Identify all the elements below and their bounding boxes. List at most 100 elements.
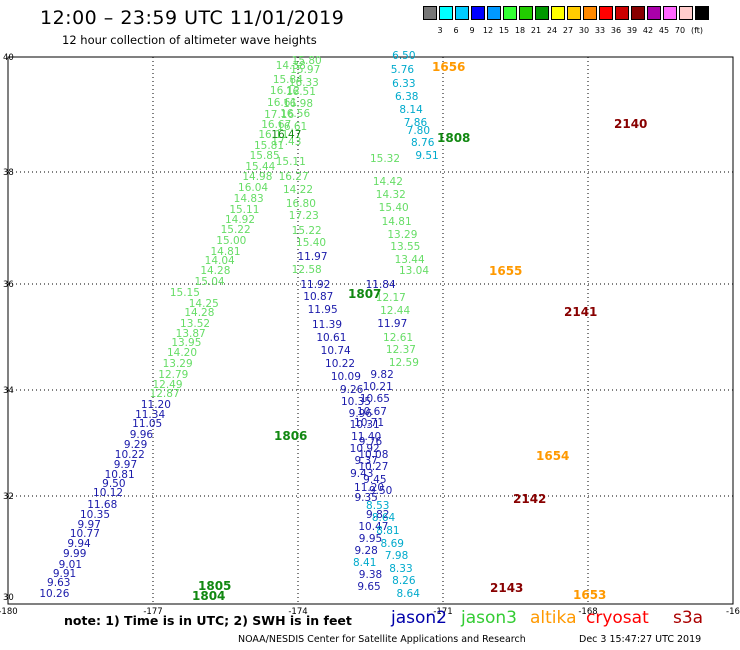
pass-time-label: 1805 <box>198 579 231 593</box>
wave-height-label: 11.84 <box>366 279 396 291</box>
wave-height-label: 12.37 <box>386 344 416 356</box>
wave-height-label: 12.61 <box>383 332 413 344</box>
wave-height-label: 16.98 <box>283 98 313 110</box>
wave-height-label: 8.69 <box>381 538 404 550</box>
pass-time-label: 1655 <box>489 264 522 278</box>
wave-height-label: 11.97 <box>297 251 327 263</box>
wave-height-label: 10.74 <box>321 345 351 357</box>
scale-swatch <box>503 6 517 20</box>
wave-height-label: 14.38 <box>276 60 306 72</box>
wave-height-label: 7.86 <box>404 117 428 129</box>
wave-height-label: 9.38 <box>359 569 382 581</box>
wave-height-label: 10.35 <box>341 396 371 408</box>
wave-height-label: 10.12 <box>93 487 123 499</box>
pass-time-label: 1806 <box>274 429 307 443</box>
scale-swatch <box>647 6 661 20</box>
wave-height-label: 15.80 <box>292 55 322 67</box>
scale-swatch <box>471 6 485 20</box>
wave-height-label: 13.87 <box>176 328 206 340</box>
wave-height-label: 14.81 <box>382 216 412 228</box>
wave-height-label: 16.27 <box>279 171 309 183</box>
pass-time-label: 2143 <box>490 581 523 595</box>
wave-height-label: 17.23 <box>289 210 319 222</box>
y-tick-label: 36 <box>3 280 14 290</box>
scale-label: 36 <box>610 26 622 35</box>
wave-height-label: 9.28 <box>354 545 377 557</box>
scale-label: 27 <box>562 26 574 35</box>
wave-height-label: 9.97 <box>78 519 101 531</box>
wave-height-label: 9.82 <box>370 369 393 381</box>
pass-time-label: 1804 <box>192 589 225 603</box>
map-frame <box>7 56 734 605</box>
scale-swatch <box>423 6 437 20</box>
scale-swatch <box>583 6 597 20</box>
wave-height-label: 9.51 <box>415 150 438 162</box>
wave-height-label: 17.16 <box>264 109 294 121</box>
scale-label: 30 <box>578 26 590 35</box>
wave-height-label: 10.26 <box>39 588 69 600</box>
footer-timestamp: Dec 3 15:47:27 UTC 2019 <box>579 634 702 645</box>
wave-height-label: 15.81 <box>254 140 284 152</box>
wave-height-label: 14.42 <box>373 176 403 188</box>
wave-height-label: 11.34 <box>135 409 165 421</box>
wave-height-label: 7.80 <box>407 125 430 137</box>
wave-height-label: 11.95 <box>308 304 338 316</box>
wave-height-label: 14.92 <box>225 214 255 226</box>
scale-label: 70 <box>674 26 686 35</box>
wave-height-label: 9.94 <box>67 538 91 550</box>
wave-height-label: 9.95 <box>359 533 382 545</box>
wave-height-label: 9.01 <box>59 559 82 571</box>
wave-height-label: 9.82 <box>366 509 389 521</box>
wave-height-label: 9.29 <box>124 439 147 451</box>
scale-swatch <box>631 6 645 20</box>
wave-height-label: 13.52 <box>180 318 210 330</box>
wave-height-label: 8.81 <box>376 525 399 537</box>
wave-height-label: 16.56 <box>280 108 310 120</box>
footer-credit: NOAA/NESDIS Center for Satellite Applica… <box>238 634 526 645</box>
wave-height-label: 8.64 <box>397 588 421 600</box>
wave-height-label: 11.92 <box>300 279 330 291</box>
wave-height-label: 14.28 <box>200 265 230 277</box>
scale-label: 39 <box>626 26 638 35</box>
wave-height-label: 15.84 <box>273 74 303 86</box>
x-tick-label: -177 <box>143 607 162 617</box>
pass-time-label: 2141 <box>564 305 597 319</box>
wave-height-label: 15.44 <box>245 161 275 173</box>
scale-swatch <box>663 6 677 20</box>
wave-height-label: 14.20 <box>167 347 197 359</box>
scale-label: 45 <box>658 26 670 35</box>
wave-height-label: 10.22 <box>115 449 145 461</box>
wave-height-label: 9.63 <box>47 577 70 589</box>
wave-height-label: 16.47 <box>271 129 301 141</box>
pass-time-label: 2142 <box>513 492 546 506</box>
pass-time-label: 2140 <box>614 117 647 131</box>
scale-swatch <box>455 6 469 20</box>
scale-label: 18 <box>514 26 526 35</box>
wave-height-label: 10.77 <box>70 528 100 540</box>
wave-height-label: 8.76 <box>411 137 435 149</box>
wave-height-label: 6.38 <box>395 91 418 103</box>
y-tick-label: 38 <box>3 168 14 178</box>
scale-swatch <box>519 6 533 20</box>
scale-swatch <box>567 6 581 20</box>
wave-height-label: 15.40 <box>296 237 326 249</box>
wave-height-label: 16.33 <box>289 77 319 89</box>
wave-height-label: 15.85 <box>250 150 280 162</box>
wave-height-label: 14.22 <box>283 184 313 196</box>
wave-height-label: 15.97 <box>290 64 320 76</box>
scale-label: 42 <box>642 26 654 35</box>
wave-height-label: 12.58 <box>292 264 322 276</box>
scale-label: 21 <box>530 26 542 35</box>
wave-height-label: 10.87 <box>303 291 333 303</box>
wave-height-label: 12.17 <box>376 292 406 304</box>
wave-height-label: 12.79 <box>158 369 188 381</box>
y-tick-label: 32 <box>3 492 14 502</box>
wave-height-label: 17.43 <box>271 136 301 148</box>
scale-swatch <box>535 6 549 20</box>
x-tick-label: -174 <box>288 607 307 617</box>
wave-height-label: 16.61 <box>267 97 297 109</box>
wave-height-label: 8.64 <box>372 512 396 524</box>
scale-label: 33 <box>594 26 606 35</box>
wave-height-label: 8.33 <box>389 563 412 575</box>
wave-height-label: 13.44 <box>395 254 425 266</box>
